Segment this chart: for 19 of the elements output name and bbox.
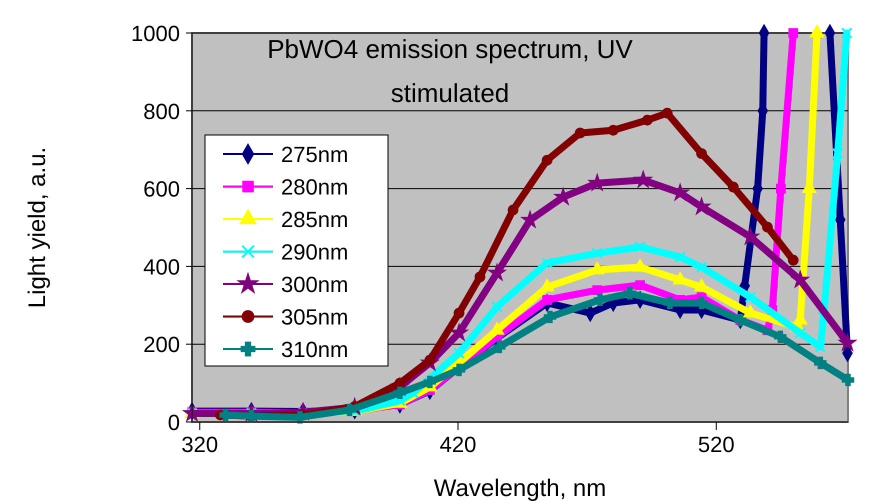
y-tick-label: 400	[143, 254, 180, 280]
y-axis-title: Light yield, a.u.	[24, 146, 51, 308]
x-axis-title: Wavelength, nm	[434, 475, 606, 501]
legend-label: 310nm	[281, 337, 348, 362]
legend-label: 275nm	[281, 142, 348, 167]
y-tick-label: 1000	[131, 21, 180, 46]
y-tick-label: 600	[143, 176, 180, 202]
legend-label: 290nm	[281, 240, 348, 264]
text: PbWO4 emission spectrum, UV stimulated	[267, 34, 634, 108]
legend-label: 300nm	[281, 272, 348, 297]
x-tick-label: 420	[440, 432, 476, 457]
legend-label: 280nm	[281, 174, 348, 200]
legend-label: 305nm	[281, 304, 348, 330]
legend-label: 285nm	[281, 207, 348, 232]
x-tick-label: 320	[181, 432, 218, 457]
x-tick-label: 520	[698, 432, 735, 457]
y-tick-label: 0	[168, 410, 180, 435]
y-tick-label: 200	[143, 332, 180, 358]
y-tick-label: 800	[143, 98, 180, 124]
